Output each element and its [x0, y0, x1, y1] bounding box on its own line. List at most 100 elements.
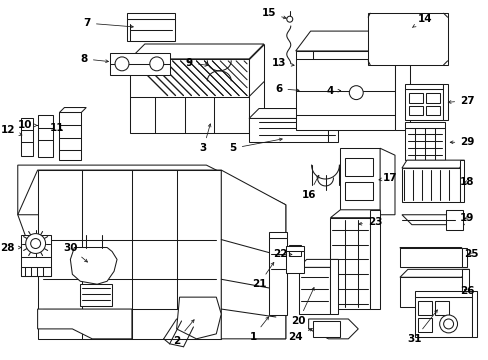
Polygon shape — [461, 248, 467, 267]
Polygon shape — [295, 51, 394, 130]
Text: 3: 3 — [200, 124, 210, 153]
Text: 23: 23 — [358, 217, 382, 227]
Bar — [316, 82, 326, 92]
Polygon shape — [176, 297, 221, 339]
Polygon shape — [248, 118, 328, 142]
Polygon shape — [268, 231, 286, 238]
Bar — [434, 301, 447, 315]
Text: 1: 1 — [249, 317, 268, 342]
Circle shape — [149, 57, 163, 71]
Polygon shape — [401, 215, 464, 225]
Circle shape — [115, 57, 129, 71]
Polygon shape — [248, 108, 338, 118]
Polygon shape — [342, 73, 369, 79]
Text: 19: 19 — [459, 213, 474, 223]
Text: 10: 10 — [18, 120, 38, 130]
Text: 27: 27 — [447, 96, 474, 105]
Bar — [303, 82, 313, 92]
Bar — [414, 297, 471, 337]
Text: 17: 17 — [378, 173, 397, 183]
Polygon shape — [459, 160, 464, 202]
Polygon shape — [414, 291, 471, 297]
Circle shape — [348, 86, 363, 100]
Polygon shape — [298, 260, 338, 267]
Text: 14: 14 — [411, 14, 431, 27]
Text: 7: 7 — [83, 18, 133, 28]
Bar — [130, 59, 248, 133]
Polygon shape — [404, 122, 444, 129]
Bar — [110, 53, 169, 75]
Bar — [408, 105, 422, 116]
Text: 11: 11 — [50, 123, 64, 133]
Bar — [425, 93, 439, 103]
Circle shape — [286, 16, 292, 22]
Polygon shape — [394, 31, 409, 130]
Polygon shape — [308, 319, 358, 339]
Bar — [127, 19, 174, 41]
Bar — [20, 118, 33, 156]
Text: 25: 25 — [463, 249, 478, 260]
Polygon shape — [300, 73, 330, 79]
Polygon shape — [330, 210, 379, 218]
Polygon shape — [379, 148, 394, 215]
Bar — [38, 116, 53, 157]
Polygon shape — [130, 44, 264, 59]
Text: 13: 13 — [271, 58, 293, 68]
Polygon shape — [442, 84, 447, 121]
Bar — [288, 244, 300, 256]
Bar — [80, 284, 112, 306]
Polygon shape — [18, 165, 285, 339]
Polygon shape — [328, 108, 338, 142]
Text: 24: 24 — [288, 329, 312, 342]
Bar — [345, 182, 372, 200]
Text: 22: 22 — [273, 249, 291, 260]
Text: 9: 9 — [185, 58, 207, 68]
Text: 29: 29 — [449, 137, 474, 147]
Bar — [404, 129, 444, 160]
Text: 5: 5 — [229, 138, 282, 153]
Bar — [285, 252, 303, 273]
Bar — [346, 83, 366, 103]
Text: 16: 16 — [301, 175, 318, 200]
Polygon shape — [18, 170, 221, 215]
Polygon shape — [401, 160, 464, 168]
Polygon shape — [369, 210, 379, 309]
Polygon shape — [38, 309, 132, 339]
Bar — [445, 210, 463, 230]
Polygon shape — [399, 248, 461, 267]
Polygon shape — [461, 269, 468, 307]
Bar — [60, 112, 81, 160]
Text: 20: 20 — [291, 288, 313, 326]
Polygon shape — [38, 170, 221, 339]
Polygon shape — [70, 248, 117, 284]
Text: 21: 21 — [251, 262, 273, 289]
Circle shape — [26, 234, 45, 253]
Polygon shape — [330, 260, 338, 314]
Polygon shape — [401, 168, 459, 202]
Text: 30: 30 — [63, 243, 87, 262]
Bar — [342, 79, 369, 107]
Bar — [367, 13, 447, 65]
Polygon shape — [404, 84, 442, 89]
Bar — [300, 79, 330, 107]
Polygon shape — [248, 44, 264, 133]
Polygon shape — [285, 246, 303, 252]
Bar — [345, 158, 372, 176]
Bar — [408, 93, 422, 103]
Polygon shape — [399, 269, 468, 277]
Bar — [312, 321, 340, 337]
Text: 31: 31 — [407, 310, 437, 344]
Polygon shape — [471, 291, 476, 337]
Text: 2: 2 — [173, 320, 194, 346]
Bar — [20, 235, 50, 276]
Polygon shape — [399, 277, 461, 307]
Text: 26: 26 — [459, 286, 474, 296]
Circle shape — [439, 315, 457, 333]
Bar — [417, 318, 431, 332]
Circle shape — [443, 319, 453, 329]
Polygon shape — [340, 148, 379, 215]
Text: 12: 12 — [0, 125, 22, 135]
Text: 18: 18 — [459, 177, 474, 187]
Bar — [404, 89, 442, 121]
Circle shape — [31, 239, 41, 248]
